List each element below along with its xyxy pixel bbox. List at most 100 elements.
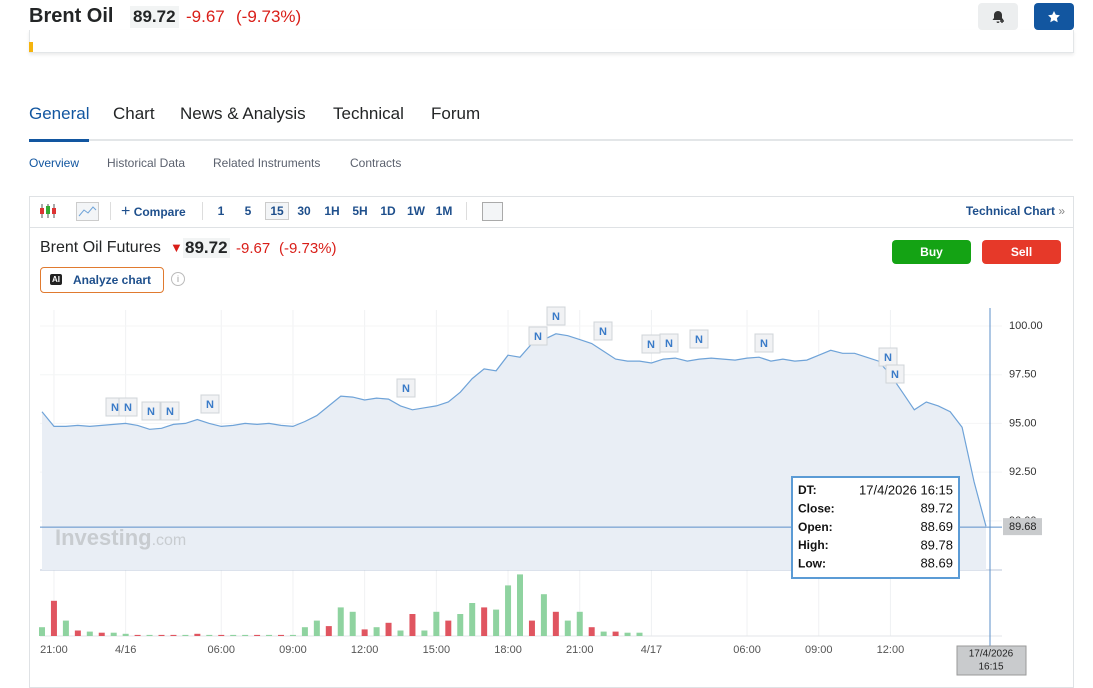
interval-button[interactable]: 1D [380, 204, 396, 218]
volume-bar [134, 634, 141, 636]
separator [202, 202, 203, 220]
volume-bar [86, 631, 93, 636]
news-marker[interactable] [754, 333, 774, 353]
news-marker-label: N [665, 338, 673, 350]
volume-bar [98, 632, 105, 636]
volume-bar [158, 634, 165, 636]
info-icon[interactable]: i [171, 272, 185, 286]
analyze-button[interactable]: AI Analyze chart [40, 267, 164, 293]
alert-button[interactable] [978, 3, 1018, 30]
volume-bar [433, 611, 440, 636]
y-tick-label: 92.50 [1009, 466, 1037, 478]
volume-bar [469, 603, 476, 636]
volume-bar [194, 633, 201, 636]
buy-button[interactable]: Buy [892, 240, 971, 264]
price: 89.72 [130, 6, 179, 28]
interval-button[interactable]: 5 [244, 204, 252, 218]
news-marker[interactable] [200, 394, 220, 414]
volume-bar [564, 620, 571, 636]
tab[interactable]: General [29, 104, 90, 123]
technical-chart-link[interactable]: Technical Chart » [966, 204, 1065, 218]
area-icon[interactable] [76, 202, 99, 221]
news-marker-label: N [552, 311, 560, 323]
x-tick-label: 09:00 [279, 644, 307, 656]
tab-rule [29, 139, 1073, 141]
candle-icon[interactable] [38, 202, 58, 223]
news-marker[interactable] [659, 333, 679, 353]
volume-bar [62, 620, 69, 636]
volume-bar [254, 634, 261, 636]
news-marker[interactable] [141, 401, 161, 421]
interval-button[interactable]: 1 [217, 204, 225, 218]
news-marker[interactable] [885, 364, 905, 384]
volume-bar [481, 607, 488, 636]
x-tick-label: 06:00 [207, 644, 235, 656]
news-marker[interactable] [546, 306, 566, 326]
plus-icon: + [121, 203, 131, 220]
volume-bar [218, 634, 225, 636]
tooltip-value: 89.78 [920, 537, 953, 552]
news-marker-label: N [147, 406, 155, 418]
news-marker[interactable] [160, 401, 180, 421]
x-tick-label: 06:00 [733, 644, 761, 656]
tab[interactable]: Forum [431, 104, 481, 123]
tooltip-value: 17/4/2026 16:15 [859, 482, 953, 497]
interval-button[interactable]: 1M [435, 204, 453, 218]
change: -9.67 [186, 7, 225, 26]
change-pct: (-9.73%) [236, 7, 302, 26]
interval-button[interactable]: 5H [352, 204, 368, 218]
interval-button[interactable]: 1W [407, 204, 425, 218]
news-marker-label: N [402, 383, 410, 395]
interval-button[interactable]: 1H [324, 204, 340, 218]
watchlist-button[interactable] [1034, 3, 1074, 30]
tab[interactable]: News & Analysis [180, 104, 306, 123]
compare-button[interactable]: + Compare [121, 203, 186, 221]
crosshair-date: 17/4/2026 [969, 649, 1014, 660]
volume-bar [242, 634, 249, 636]
subtab[interactable]: Overview [29, 156, 80, 170]
instrument-change: -9.67 [236, 240, 271, 257]
separator [110, 202, 111, 220]
news-marker-label: N [599, 326, 607, 338]
volume-bar [457, 614, 464, 636]
x-tick-label: 18:00 [494, 644, 522, 656]
y-tick-label: 97.50 [1009, 369, 1037, 381]
tab[interactable]: Technical [333, 104, 404, 123]
toolbar-rule [30, 227, 1073, 228]
tooltip-label: High: [798, 538, 829, 552]
volume-bar [397, 630, 404, 636]
tab[interactable]: Chart [113, 104, 155, 123]
news-marker[interactable] [396, 378, 416, 398]
crosshair-price-box [1003, 518, 1042, 536]
volume-bar [146, 634, 153, 636]
news-marker-label: N [647, 339, 655, 351]
interval-button[interactable]: 30 [297, 204, 311, 218]
news-marker-label: N [884, 352, 892, 364]
volume-bar [588, 627, 595, 636]
volume-bar [540, 594, 547, 636]
watermark-brand: Investing [55, 525, 152, 550]
news-marker[interactable] [118, 397, 138, 417]
layout-icon[interactable] [482, 202, 503, 221]
subtab[interactable]: Contracts [350, 156, 402, 170]
volume-bar [278, 634, 284, 636]
price-line [41, 333, 987, 527]
subtab[interactable]: Historical Data [107, 156, 186, 170]
volume-bar [445, 620, 452, 636]
chart-frame [29, 196, 1074, 688]
volume-bar [170, 634, 177, 636]
sell-button[interactable]: Sell [982, 240, 1061, 264]
news-marker[interactable] [689, 329, 709, 349]
volume-bar [230, 634, 237, 636]
news-marker[interactable] [593, 321, 613, 341]
interval-button[interactable]: 15 [265, 202, 289, 220]
y-tick-label: 100.00 [1009, 320, 1043, 332]
tooltip-label: Low: [798, 556, 826, 570]
news-marker[interactable] [528, 326, 548, 346]
subtab[interactable]: Related Instruments [213, 156, 321, 170]
news-marker-label: N [111, 402, 119, 414]
tooltip-label: DT: [798, 483, 817, 497]
news-marker-label: N [760, 338, 768, 350]
